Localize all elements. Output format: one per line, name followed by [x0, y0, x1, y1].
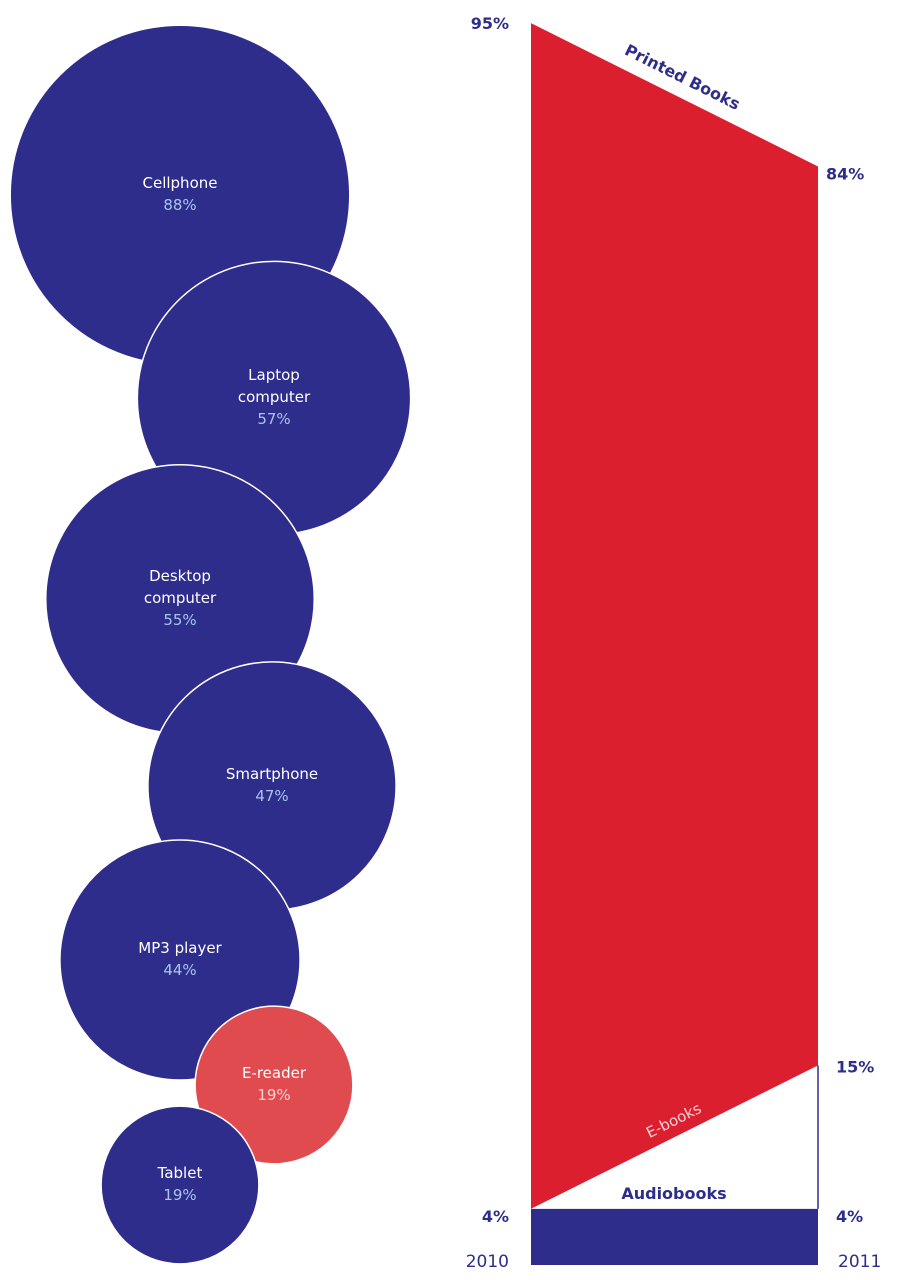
bubble-value: 88%: [163, 196, 196, 214]
bubble-value: 19%: [257, 1086, 290, 1104]
value-label-audio-2010: 4%: [482, 1207, 509, 1226]
value-label-audio-2011: 4%: [836, 1207, 863, 1226]
bubble-label: computer: [144, 589, 217, 607]
series-label-audiobooks: Audiobooks: [621, 1184, 726, 1203]
value-label-printed-2011: 84%: [826, 164, 864, 183]
bubble-label: computer: [238, 388, 311, 406]
bubble-label: Tablet: [157, 1164, 203, 1182]
bubble-label: Laptop: [248, 366, 300, 384]
bubble-label: Smartphone: [226, 765, 318, 783]
bubble-tablet: Tablet 19%: [100, 1105, 260, 1265]
bubble-laptop-computer: Laptop computer 57%: [136, 260, 412, 536]
bubble-value: 44%: [163, 961, 196, 979]
value-label-ebooks-2011: 15%: [836, 1058, 874, 1077]
bubble-circle: [100, 1105, 260, 1265]
bubble-label: E-reader: [242, 1064, 307, 1082]
area-audiobooks: [531, 1208, 818, 1265]
bubble-circle: [194, 1005, 354, 1165]
year-label-2011: 2011: [838, 1252, 881, 1272]
bubble-e-reader: E-reader 19%: [194, 1005, 354, 1165]
bubble-label: Cellphone: [143, 174, 218, 192]
bubble-value: 19%: [163, 1186, 196, 1204]
bubble-value: 47%: [255, 787, 288, 805]
area-printed-books: [531, 23, 818, 1209]
value-label-printed-2010: 95%: [471, 14, 509, 33]
area-e-books: [531, 1065, 818, 1209]
bubble-value: 55%: [163, 611, 196, 629]
bubble-value: 57%: [257, 410, 290, 428]
year-label-2010: 2010: [466, 1252, 509, 1272]
bubble-label: MP3 player: [138, 939, 222, 957]
bubble-label: Desktop: [149, 567, 211, 585]
